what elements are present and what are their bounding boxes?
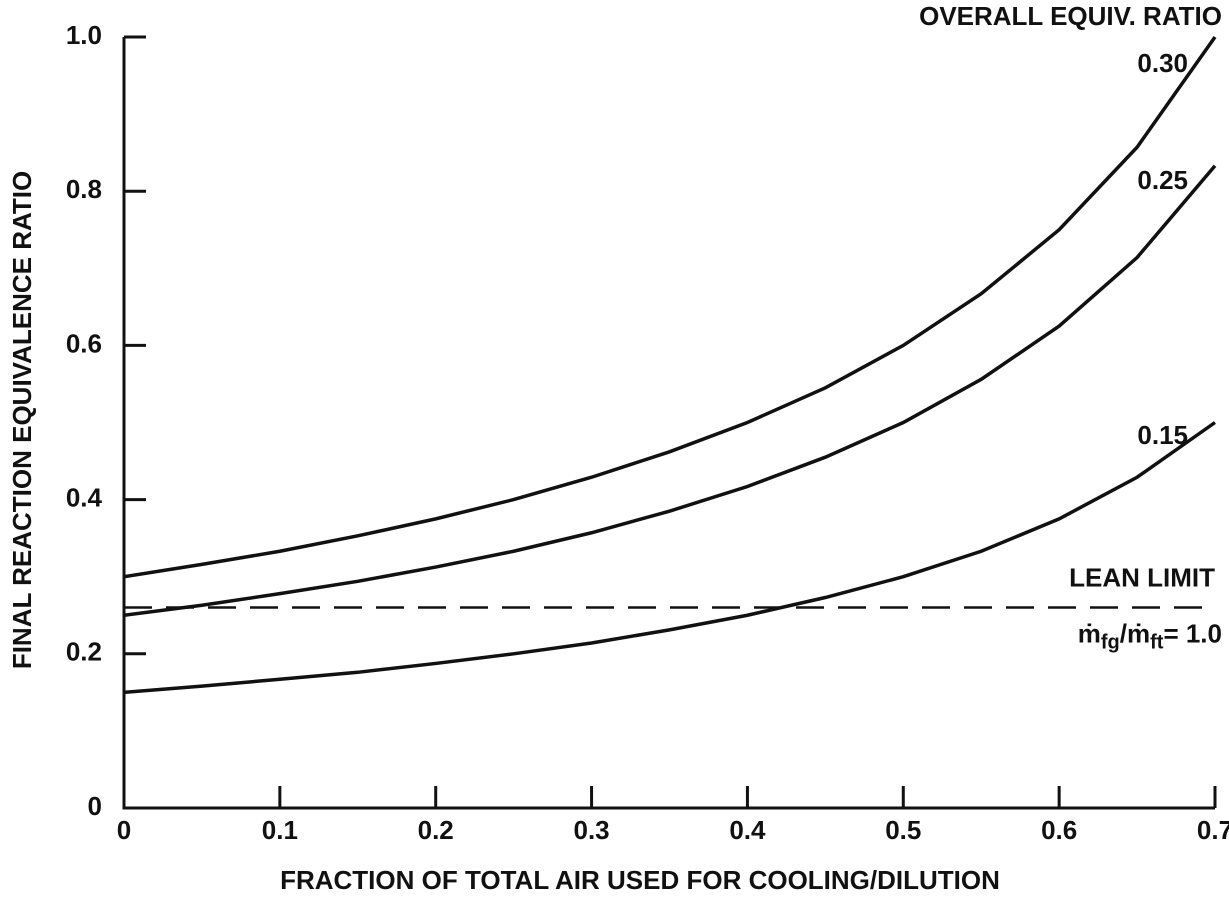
lean-limit-annotation: ṁfg/ṁft= 1.0 (1078, 618, 1222, 653)
x-tick-label: 0.4 (729, 815, 766, 845)
series-label: 0.30 (1137, 48, 1188, 78)
x-tick-label: 0.5 (885, 815, 921, 845)
x-tick-label: 0 (117, 815, 131, 845)
x-tick-label: 0.7 (1197, 815, 1229, 845)
x-tick-label: 0.1 (262, 815, 298, 845)
y-axis-label: FINAL REACTION EQUIVALENCE RATIO (7, 171, 37, 669)
x-tick-label: 0.3 (573, 815, 609, 845)
y-tick-label: 0.2 (66, 637, 102, 667)
annotation-part: = 1.0 (1163, 618, 1222, 648)
y-tick-label: 0 (88, 791, 102, 821)
y-tick-label: 0.4 (66, 482, 103, 512)
series-label: 0.25 (1137, 165, 1188, 195)
x-axis-label: FRACTION OF TOTAL AIR USED FOR COOLING/D… (280, 865, 1000, 895)
series-label: 0.15 (1137, 420, 1188, 450)
y-tick-label: 1.0 (66, 20, 102, 50)
x-tick-label: 0.6 (1041, 815, 1077, 845)
curve (123, 421, 1217, 695)
legend-title: OVERALL EQUIV. RATIO (919, 1, 1222, 31)
y-tick-label: 0.6 (66, 328, 102, 358)
curve (123, 35, 1217, 579)
curve (123, 164, 1217, 617)
axes (122, 37, 1215, 810)
annotation-part: fg (1101, 632, 1120, 654)
annotation-part: /ṁ (1120, 618, 1150, 648)
annotation-part: ft (1150, 632, 1164, 654)
lean-limit-label: LEAN LIMIT (1069, 562, 1215, 592)
x-tick-label: 0.2 (418, 815, 454, 845)
y-tick-label: 0.8 (66, 174, 102, 204)
annotation-part: ṁ (1078, 618, 1101, 648)
